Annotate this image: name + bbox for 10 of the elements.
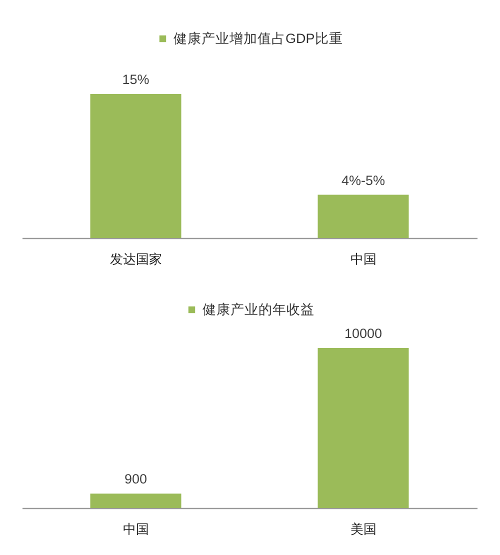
data-label: 4%-5% [341, 172, 386, 188]
data-label: 10000 [344, 326, 382, 341]
data-label: 15% [122, 72, 150, 87]
x-tick-label: 中国 [122, 522, 149, 536]
legend-label: 健康产业的年收益 [202, 302, 314, 317]
data-label: 900 [124, 472, 148, 487]
x-tick-label: 中国 [350, 252, 376, 266]
legend-label: 健康产业增加值占GDP比重 [174, 30, 343, 46]
x-tick-label: 发达国家 [110, 252, 162, 266]
x-tick-label: 美国 [350, 522, 376, 536]
